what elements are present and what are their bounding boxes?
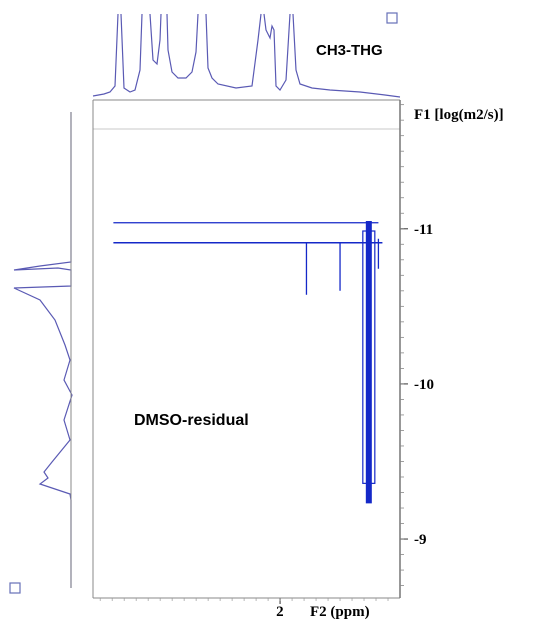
- bottom-left-corner-marker: [9, 582, 21, 594]
- y-tick-label: -11: [414, 222, 433, 238]
- y-tick-label: -10: [414, 377, 434, 393]
- x-tick-label: 2: [276, 604, 284, 620]
- dmso-residual-annotation: DMSO-residual: [134, 412, 249, 429]
- y-tick-label: -9: [414, 532, 427, 548]
- ch3-thg-annotation: CH3-THG: [316, 42, 383, 59]
- f2-axis-label: F2 (ppm): [310, 604, 370, 620]
- f2-projection-line: [92, 13, 401, 98]
- f1-axis-label: F1 [log(m2/s)]: [414, 107, 504, 123]
- f1-projection-line: [13, 112, 73, 588]
- dmso-residual-contour-outline: [362, 230, 376, 484]
- top-right-corner-marker: [386, 12, 398, 24]
- dmso-residual-contour: [365, 221, 372, 504]
